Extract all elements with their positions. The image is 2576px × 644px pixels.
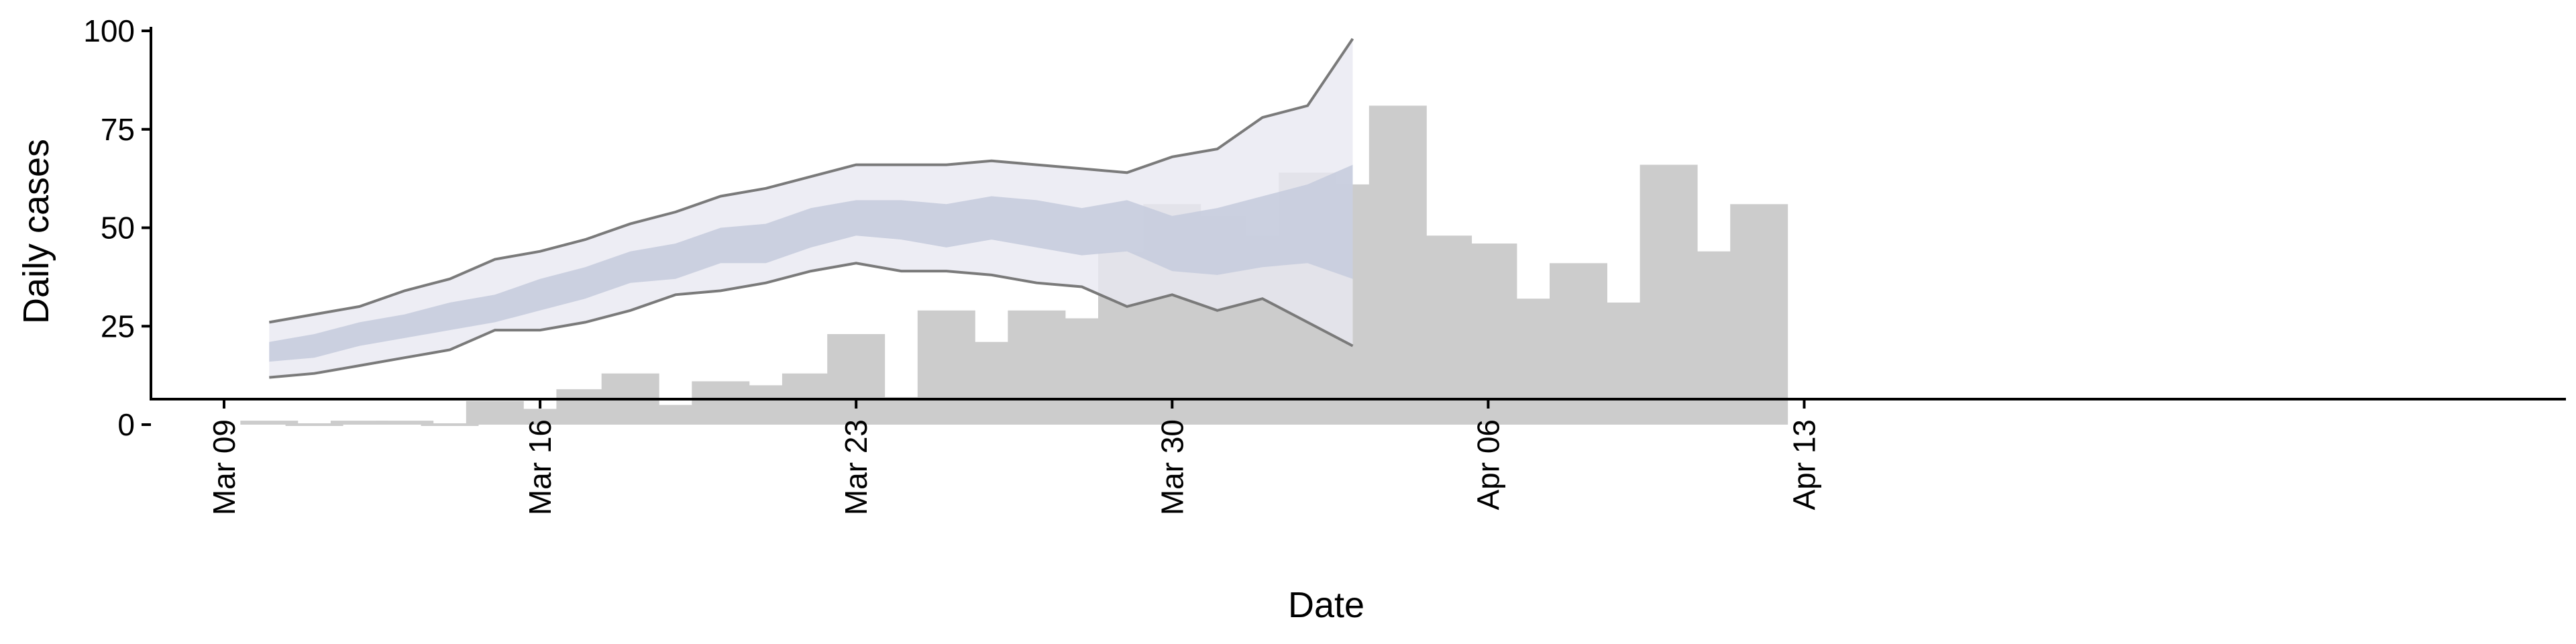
x-tick-label-2020-03-23: Mar 23	[839, 419, 873, 515]
bar-2020-04-12	[1730, 204, 1788, 425]
x-tick-label-2020-03-09: Mar 09	[207, 419, 241, 515]
forecast-band	[268, 38, 1354, 379]
bar-2020-03-14	[421, 423, 479, 426]
x-axis-title: Date	[1288, 585, 1364, 625]
axes: 0 25 50 75 100 Mar 09 Mar 16 Mar 23 Mar 30 Apr 06…	[83, 13, 2566, 515]
y-tick-label-0: 0	[117, 407, 135, 442]
y-tick-label-75: 75	[101, 112, 135, 147]
y-tick-label-50: 50	[101, 211, 135, 246]
bar-2020-03-12	[330, 421, 388, 425]
band-upper-line	[268, 38, 1354, 324]
band-lower-line	[269, 262, 1354, 379]
bar-2020-03-16	[511, 409, 570, 425]
x-tick-label-2020-03-16: Mar 16	[523, 419, 557, 515]
band-50	[269, 164, 1353, 362]
y-tick-label-25: 25	[101, 309, 135, 343]
x-tick-label-2020-03-30: Mar 30	[1155, 419, 1189, 515]
bar-2020-03-10	[240, 421, 299, 425]
bar-2020-03-13	[376, 421, 434, 425]
x-tick-label-2020-04-13: Apr 13	[1787, 419, 1822, 511]
y-axis-title: Daily cases	[16, 139, 56, 324]
bar-2020-03-11	[285, 423, 343, 426]
x-tick-label-2020-04-06: Apr 06	[1470, 419, 1505, 511]
y-tick-label-100: 100	[83, 13, 135, 48]
